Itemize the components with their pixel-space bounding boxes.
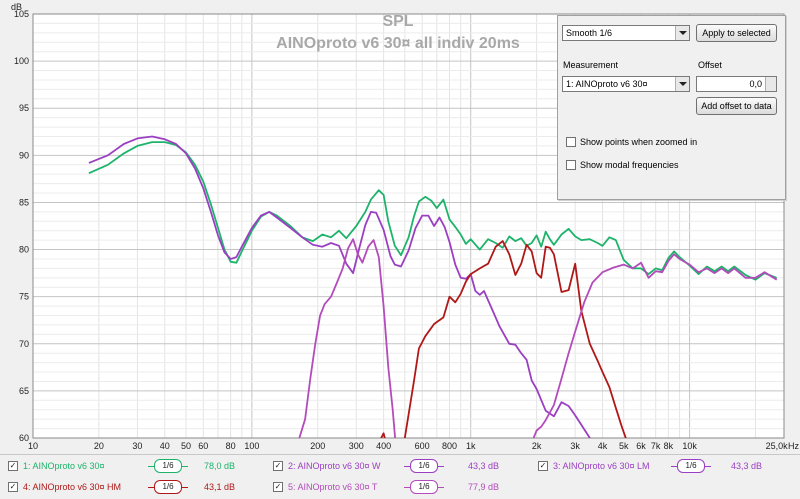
x-tick-label: 2k	[532, 441, 542, 451]
smoothing-select-value: Smooth 1/6	[566, 28, 613, 38]
chart-title: SPL	[382, 13, 413, 30]
series-line-5	[532, 253, 778, 438]
y-tick-label: 95	[19, 103, 29, 113]
legend-checkbox[interactable]: ✓	[273, 482, 283, 492]
series-line-4	[380, 240, 627, 438]
legend-item-value: 78,0 dB	[204, 461, 236, 471]
curves	[88, 135, 778, 438]
series-line-1	[88, 141, 778, 281]
smoothing-badge[interactable]: 1/6	[148, 459, 188, 473]
legend-item-value: 43,3 dB	[468, 461, 500, 471]
x-tick-label: 50	[181, 441, 191, 451]
smoothing-badge[interactable]: 1/6	[404, 459, 444, 473]
legend-item-5[interactable]: ✓ 5: AINOproto v6 30¤ T 1/6 77,9 dB	[273, 479, 533, 495]
series-line-2	[88, 135, 591, 438]
legend-checkbox[interactable]: ✓	[8, 461, 18, 471]
y-tick-label: 70	[19, 339, 29, 349]
plot-border	[32, 13, 785, 439]
x-tick-label: 40	[160, 441, 170, 451]
x-tick-label: 5k	[619, 441, 629, 451]
legend-checkbox[interactable]: ✓	[538, 461, 548, 471]
x-tick-label: 8k	[664, 441, 674, 451]
show-modal-checkbox[interactable]	[566, 160, 576, 170]
controls-panel: Smooth 1/6 Apply to selected Measurement…	[557, 15, 786, 200]
smoothing-badge[interactable]: 1/6	[671, 459, 711, 473]
y-tick-label: 80	[19, 245, 29, 255]
chevron-down-icon[interactable]	[675, 77, 689, 91]
legend-item-value: 77,9 dB	[468, 482, 500, 492]
y-tick-label: 75	[19, 292, 29, 302]
show-modal-label: Show modal frequencies	[580, 160, 679, 170]
add-offset-button[interactable]: Add offset to data	[696, 97, 777, 115]
series-line-3	[298, 238, 397, 438]
offset-input[interactable]: 0,0	[696, 76, 777, 92]
x-tick-label: 200	[310, 441, 325, 451]
x-tick-label: 7k	[651, 441, 661, 451]
x-tick-label: 800	[442, 441, 457, 451]
x-tick-label: 3k	[570, 441, 580, 451]
apply-to-selected-button[interactable]: Apply to selected	[696, 24, 777, 42]
offset-input-value: 0,0	[749, 79, 762, 89]
legend-item-2[interactable]: ✓ 2: AINOproto v6 30¤ W 1/6 43,3 dB	[273, 458, 533, 474]
legend-item-name: 2: AINOproto v6 30¤ W	[288, 461, 381, 471]
legend-item-name: 3: AINOproto v6 30¤ LM	[553, 461, 650, 471]
x-tick-label: 600	[415, 441, 430, 451]
smoothing-badge[interactable]: 1/6	[404, 480, 444, 494]
show-points-checkbox[interactable]	[566, 137, 576, 147]
y-tick-label: 105	[14, 9, 29, 19]
spin-down-icon[interactable]	[765, 84, 776, 91]
y-tick-label: 100	[14, 56, 29, 66]
measurement-select-value: 1: AINOproto v6 30¤	[566, 79, 648, 89]
smoothing-select[interactable]: Smooth 1/6	[562, 25, 690, 41]
smoothing-badge[interactable]: 1/6	[148, 480, 188, 494]
x-tick-label: 25,0k	[766, 441, 789, 451]
x-tick-label: 10k	[682, 441, 697, 451]
x-tick-label: 300	[349, 441, 364, 451]
offset-label: Offset	[698, 60, 722, 70]
chart-subtitle: AINOproto v6 30¤ all indiv 20ms	[276, 35, 520, 52]
x-tick-label: 10	[28, 441, 38, 451]
y-tick-label: 65	[19, 386, 29, 396]
x-tick-label: 20	[94, 441, 104, 451]
y-axis-label: dB	[11, 2, 22, 12]
legend-bar: ✓ 1: AINOproto v6 30¤ 1/6 78,0 dB ✓ 2: A…	[0, 454, 800, 499]
chevron-down-icon[interactable]	[675, 26, 689, 40]
legend-item-value: 43,3 dB	[731, 461, 763, 471]
grid-lines	[32, 13, 784, 439]
tick-labels: 60 65 70 75 80 85 90 95 100 105 10 20 30 40 50 60 80 100 2…	[14, 9, 788, 451]
y-tick-label: 90	[19, 150, 29, 160]
x-tick-label: 80	[226, 441, 236, 451]
x-tick-label: 6k	[636, 441, 646, 451]
legend-item-3[interactable]: ✓ 3: AINOproto v6 30¤ LM 1/6 43,3 dB	[538, 458, 796, 474]
legend-item-4[interactable]: ✓ 4: AINOproto v6 30¤ HM 1/6 43,1 dB	[8, 479, 268, 495]
legend-item-value: 43,1 dB	[204, 482, 236, 492]
show-points-label: Show points when zoomed in	[580, 137, 698, 147]
x-tick-label: 30	[132, 441, 142, 451]
legend-item-name: 4: AINOproto v6 30¤ HM	[23, 482, 122, 492]
measurement-select[interactable]: 1: AINOproto v6 30¤	[562, 76, 690, 92]
legend-item-name: 5: AINOproto v6 30¤ T	[288, 482, 378, 492]
legend-checkbox[interactable]: ✓	[273, 461, 283, 471]
x-tick-label: 400	[376, 441, 391, 451]
legend-item-name: 1: AINOproto v6 30¤	[23, 461, 105, 471]
y-tick-label: 60	[19, 433, 29, 443]
measurement-label: Measurement	[563, 60, 619, 70]
x-tick-label: 100	[244, 441, 259, 451]
x-tick-label: 60	[198, 441, 208, 451]
x-tick-label: 1k	[466, 441, 476, 451]
x-unit-label: Hz	[788, 441, 799, 451]
legend-checkbox[interactable]: ✓	[8, 482, 18, 492]
y-tick-label: 85	[19, 197, 29, 207]
spin-up-icon[interactable]	[765, 77, 776, 84]
x-tick-label: 4k	[598, 441, 608, 451]
legend-item-1[interactable]: ✓ 1: AINOproto v6 30¤ 1/6 78,0 dB	[8, 458, 268, 474]
